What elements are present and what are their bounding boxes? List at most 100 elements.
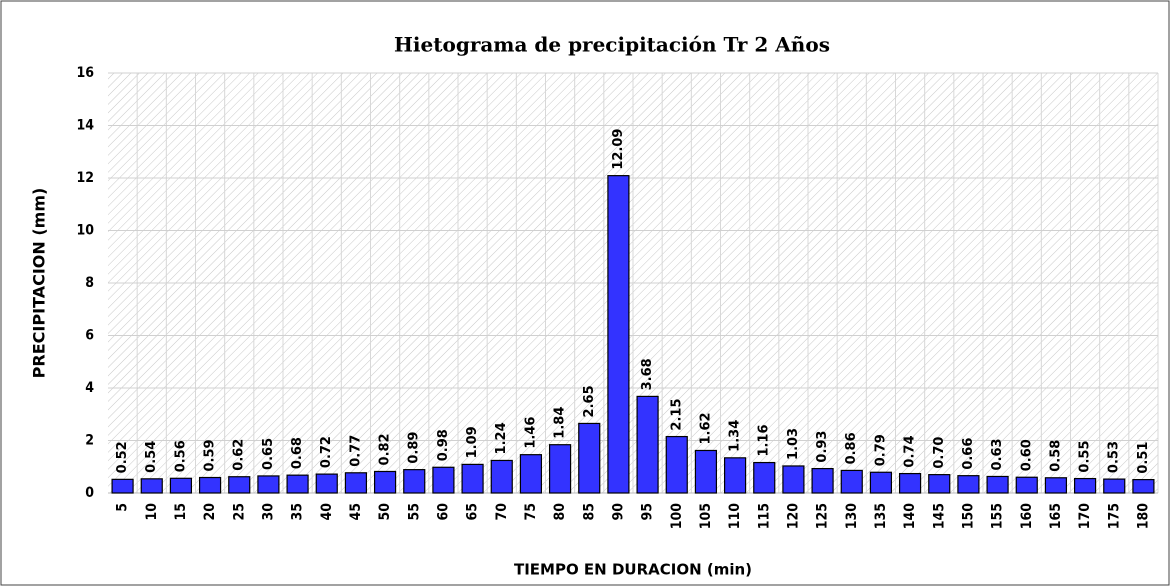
bar xyxy=(548,444,572,494)
bar xyxy=(403,469,426,494)
bar xyxy=(286,474,309,494)
value-label: 0.56 xyxy=(173,440,188,472)
x-tick-label: 180 xyxy=(1135,503,1151,530)
value-label: 1.03 xyxy=(786,428,801,460)
x-tick-label: 125 xyxy=(815,503,831,529)
x-tick-label: 80 xyxy=(552,503,568,521)
bar xyxy=(1015,476,1038,494)
bar xyxy=(869,471,893,494)
x-tick-label: 25 xyxy=(231,503,247,521)
bar xyxy=(636,395,659,494)
value-label: 1.09 xyxy=(465,426,480,458)
value-label: 0.98 xyxy=(436,429,451,461)
value-label: 12.09 xyxy=(611,129,626,170)
bar xyxy=(578,422,601,494)
x-tick-label: 60 xyxy=(435,503,451,521)
bar xyxy=(461,463,484,494)
x-tick-label: 5 xyxy=(115,503,131,512)
x-axis-label: TIEMPO EN DURACION (min) xyxy=(514,561,752,579)
y-tick-label: 2 xyxy=(85,433,94,449)
value-label: 1.34 xyxy=(728,420,743,452)
x-tick-label: 30 xyxy=(260,503,276,521)
x-tick-label: 45 xyxy=(348,503,364,521)
value-label: 0.72 xyxy=(319,436,334,468)
bar xyxy=(432,466,455,494)
bar xyxy=(1044,477,1068,494)
value-label: 0.77 xyxy=(348,435,363,467)
value-label: 3.68 xyxy=(640,358,655,390)
chart-title: Hietograma de precipitación Tr 2 Años xyxy=(394,33,830,57)
bar xyxy=(928,474,951,494)
x-tick-label: 170 xyxy=(1077,503,1093,530)
x-tick-label: 135 xyxy=(873,503,889,529)
value-label: 0.89 xyxy=(407,432,422,464)
value-label: 0.74 xyxy=(903,435,918,467)
y-tick-label: 8 xyxy=(85,275,94,291)
bar xyxy=(344,472,368,494)
y-tick-label: 6 xyxy=(85,328,94,344)
value-label: 2.15 xyxy=(669,398,684,430)
bar xyxy=(782,465,805,494)
value-label: 0.79 xyxy=(873,434,888,466)
x-tick-label: 10 xyxy=(144,503,160,521)
value-label: 0.53 xyxy=(1107,441,1122,473)
value-label: 0.93 xyxy=(815,431,830,463)
value-label: 0.58 xyxy=(1048,440,1063,472)
bar xyxy=(490,459,513,494)
x-tick-label: 50 xyxy=(377,503,393,521)
bar xyxy=(373,470,397,494)
x-tick-label: 15 xyxy=(173,503,189,521)
value-label: 1.84 xyxy=(553,407,568,439)
bar xyxy=(986,475,1009,494)
y-tick-label: 16 xyxy=(76,65,94,81)
value-label: 0.63 xyxy=(990,438,1005,470)
value-label: 1.46 xyxy=(523,417,538,449)
x-tick-label: 55 xyxy=(406,503,422,521)
x-tick-label: 65 xyxy=(465,503,481,521)
y-tick-label: 12 xyxy=(76,170,94,186)
bar xyxy=(111,478,134,494)
bar xyxy=(957,475,980,494)
value-label: 0.59 xyxy=(203,439,218,471)
x-tick-label: 35 xyxy=(290,503,306,521)
y-tick-label: 10 xyxy=(76,223,94,239)
x-tick-label: 75 xyxy=(523,503,539,521)
y-tick-label: 0 xyxy=(85,485,94,501)
x-tick-label: 105 xyxy=(698,503,714,529)
y-tick-label: 14 xyxy=(76,118,94,134)
x-tick-label: 160 xyxy=(1019,503,1035,530)
value-label: 0.66 xyxy=(961,438,976,470)
bar xyxy=(169,477,193,494)
bar xyxy=(315,473,338,494)
x-tick-label: 110 xyxy=(727,503,743,530)
x-tick-label: 95 xyxy=(640,503,656,521)
bar xyxy=(1073,477,1097,494)
value-label: 1.62 xyxy=(698,412,713,444)
x-tick-label: 70 xyxy=(494,503,510,521)
bar xyxy=(665,435,688,494)
bar xyxy=(257,475,280,494)
bar xyxy=(898,472,922,494)
bar xyxy=(723,457,747,494)
x-tick-label: 130 xyxy=(844,503,860,530)
x-tick-label: 120 xyxy=(785,503,801,530)
bar xyxy=(840,469,863,494)
x-tick-label: 85 xyxy=(581,503,597,521)
value-label: 0.70 xyxy=(932,437,947,469)
value-label: 0.82 xyxy=(378,433,393,465)
x-tick-label: 140 xyxy=(902,503,918,530)
value-label: 0.60 xyxy=(1019,439,1034,471)
bar xyxy=(694,449,718,494)
value-label: 0.52 xyxy=(115,441,130,473)
x-tick-label: 115 xyxy=(756,503,772,529)
x-tick-label: 145 xyxy=(931,503,947,529)
x-tick-label: 100 xyxy=(669,503,685,530)
value-label: 0.86 xyxy=(844,432,859,464)
bar xyxy=(140,478,163,494)
value-label: 1.24 xyxy=(494,422,509,454)
value-label: 0.62 xyxy=(232,439,247,471)
bar xyxy=(607,175,630,494)
y-tick-label: 4 xyxy=(85,380,94,396)
x-tick-label: 90 xyxy=(610,503,626,521)
